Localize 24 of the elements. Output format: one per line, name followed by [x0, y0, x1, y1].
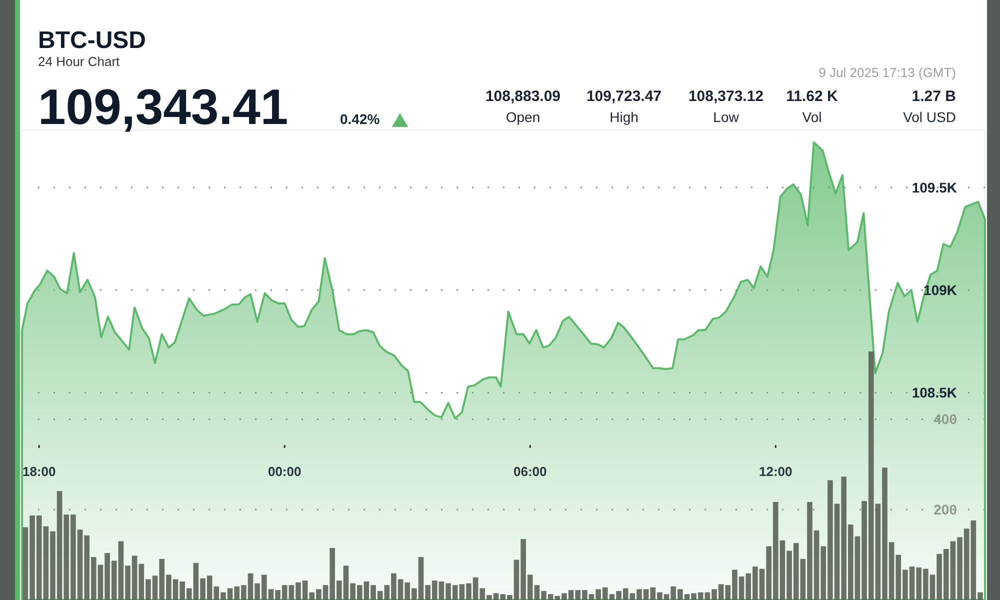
text: 0.42%: [340, 111, 380, 127]
text: 108,883.09: [485, 88, 561, 105]
chart-subtitle: 24 Hour Chart: [38, 54, 120, 69]
text: 109,723.47: [586, 88, 662, 105]
y-tick-label: 108.5K: [912, 384, 957, 401]
text: 108,373.12: [688, 88, 764, 105]
annotation: 109,343.41: [38, 79, 288, 135]
y-tick-label: 109K: [924, 282, 957, 298]
x-tick-label: 12:00: [759, 464, 792, 479]
y2-tick-label: 400: [934, 411, 958, 428]
y-tick-label: 109.5K: [912, 179, 957, 196]
text: 1.27 B: [912, 88, 956, 105]
x-tick-label: 18:00: [22, 464, 56, 479]
y2-tick-label: 200: [934, 502, 958, 518]
chart-title: BTC-USD: [38, 27, 146, 54]
text: Vol: [802, 109, 822, 125]
text: Vol USD: [903, 109, 956, 125]
text: Open: [506, 109, 540, 125]
x-tick-label: 06:00: [513, 464, 547, 479]
text: Low: [713, 109, 740, 125]
text: High: [610, 109, 638, 125]
text: 11.62 K: [786, 88, 838, 105]
text: 9 Jul 2025 17:13 (GMT): [818, 65, 956, 80]
x-tick-label: 00:00: [268, 464, 302, 479]
